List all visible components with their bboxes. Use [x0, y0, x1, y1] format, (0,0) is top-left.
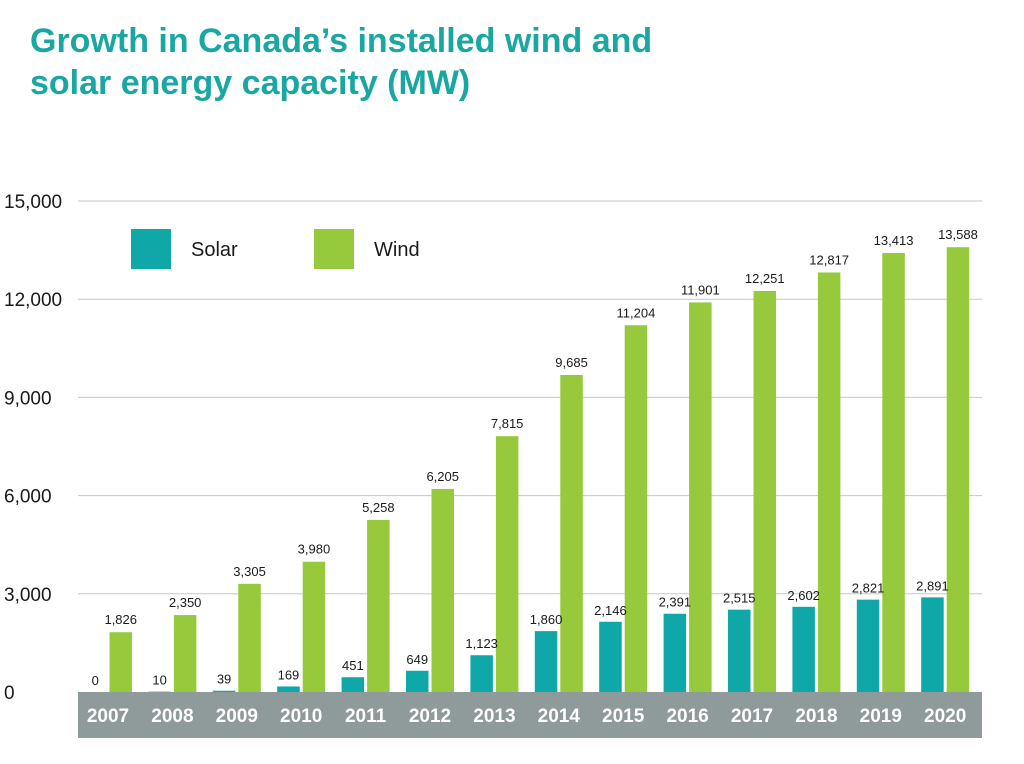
solar-bar: [921, 597, 944, 692]
wind-bar: [882, 252, 905, 692]
x-tick-label: 2015: [602, 706, 645, 727]
wind-value-label: 3,305: [233, 564, 266, 579]
solar-value-label: 1,860: [530, 612, 563, 627]
y-tick-label: 6,000: [4, 487, 52, 508]
wind-bar: [238, 583, 261, 692]
wind-value-label: 2,350: [169, 595, 202, 610]
legend-swatch-wind: [314, 229, 354, 269]
solar-bar: [728, 609, 751, 692]
solar-value-label: 39: [217, 672, 231, 687]
solar-bar: [406, 670, 429, 692]
x-tick-label: 2013: [473, 706, 515, 727]
solar-bar: [277, 686, 300, 692]
bars: [109, 247, 970, 692]
legend-label-wind: Wind: [374, 239, 420, 261]
x-tick-label: 2009: [216, 706, 258, 727]
solar-value-label: 2,891: [916, 578, 949, 593]
wind-value-label: 5,258: [362, 500, 395, 515]
x-tick-label: 2012: [409, 706, 451, 727]
data-labels: 0 1,826 10 2,350 39 3,305 169 3,980 451 5,258 649 6…: [92, 227, 978, 688]
y-axis-tick-labels: 0 3,000 6,000 9,000 12,000 15,000: [4, 192, 62, 704]
solar-value-label: 2,146: [594, 603, 627, 618]
solar-bar: [212, 690, 236, 692]
wind-bar: [624, 325, 648, 692]
x-tick-label: 2010: [280, 706, 322, 727]
wind-bar: [946, 247, 970, 692]
x-tick-label: 2017: [731, 706, 773, 727]
wind-bar: [495, 436, 519, 692]
solar-value-label: 2,821: [852, 581, 885, 596]
wind-value-label: 12,251: [745, 271, 785, 286]
wind-bar: [367, 519, 390, 692]
y-tick-label: 12,000: [4, 290, 62, 311]
wind-bar: [560, 374, 583, 692]
solar-value-label: 2,515: [723, 591, 756, 606]
x-tick-label: 2008: [151, 706, 193, 727]
legend-swatch-solar: [131, 229, 171, 269]
x-axis-category-labels: 2007 2008 2009 2010 2011 2012 2013 2014 2015 2016…: [87, 706, 966, 727]
x-tick-label: 2014: [538, 706, 581, 727]
x-axis-band-background: [78, 692, 982, 738]
x-tick-label: 2020: [924, 706, 966, 727]
wind-value-label: 11,204: [617, 305, 656, 320]
legend-label-solar: Solar: [191, 239, 238, 261]
solar-value-label: 169: [278, 667, 300, 682]
wind-bar: [173, 615, 197, 692]
wind-bar: [109, 632, 132, 692]
x-tick-label: 2019: [860, 706, 902, 727]
wind-bar: [431, 488, 454, 692]
solar-value-label: 0: [92, 673, 99, 688]
solar-bar: [856, 599, 880, 692]
x-axis-band: [78, 692, 982, 738]
y-tick-label: 3,000: [4, 585, 52, 606]
wind-bar: [817, 272, 841, 692]
solar-bar: [534, 631, 558, 692]
chart-title: Growth in Canada’s installed wind and so…: [30, 20, 730, 104]
solar-bar: [341, 677, 365, 692]
solar-bar: [470, 655, 493, 692]
solar-bar: [792, 606, 815, 692]
solar-value-label: 2,602: [787, 588, 820, 603]
chart-title-line-2: solar energy capacity (MW): [30, 64, 471, 102]
x-tick-label: 2011: [345, 706, 387, 727]
y-tick-label: 9,000: [4, 388, 52, 409]
solar-bar: [599, 621, 622, 692]
wind-value-label: 11,901: [681, 282, 720, 297]
solar-value-label: 649: [406, 652, 428, 667]
solar-bar: [663, 613, 687, 692]
y-tick-label: 15,000: [4, 192, 62, 213]
chart-title-line-1: Growth in Canada’s installed wind and: [30, 22, 653, 60]
wind-bar: [689, 302, 712, 692]
wind-value-label: 3,980: [298, 542, 331, 557]
solar-value-label: 451: [342, 658, 364, 673]
wind-value-label: 7,815: [491, 416, 524, 431]
wind-bar: [302, 561, 326, 692]
x-tick-label: 2016: [666, 706, 708, 727]
y-tick-label: 0: [4, 683, 15, 704]
wind-bar: [753, 290, 776, 692]
solar-value-label: 1,123: [465, 636, 498, 651]
wind-value-label: 13,413: [874, 233, 914, 248]
x-tick-label: 2018: [795, 706, 837, 727]
wind-value-label: 1,826: [104, 612, 137, 627]
wind-value-label: 13,588: [938, 227, 978, 242]
solar-value-label: 2,391: [659, 595, 692, 610]
legend: Solar Wind: [131, 229, 420, 269]
solar-value-label: 10: [152, 673, 166, 688]
wind-value-label: 9,685: [555, 355, 588, 370]
wind-value-label: 6,205: [426, 469, 459, 484]
x-tick-label: 2007: [87, 706, 129, 727]
wind-value-label: 12,817: [809, 252, 849, 267]
